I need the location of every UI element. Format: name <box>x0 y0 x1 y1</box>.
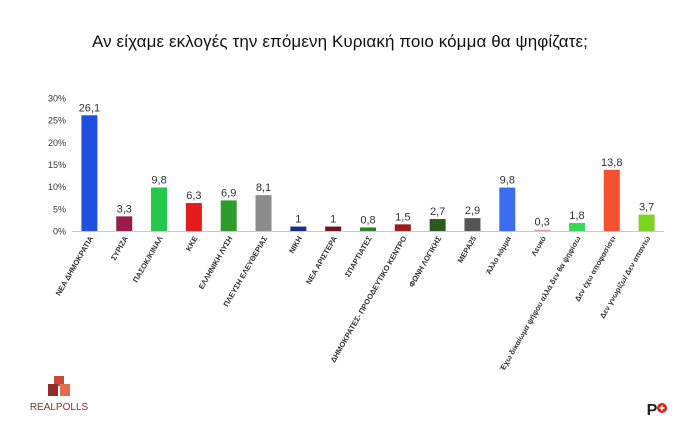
x-category-label: Λευκό <box>529 234 548 257</box>
bar-value-label: 1,5 <box>395 211 410 223</box>
x-category-label: ΝΕΑ ΑΡΙΣΤΕΡΑ <box>304 234 339 286</box>
y-tick-label: 30% <box>48 94 66 104</box>
x-category-label: ΚΚΕ <box>184 235 200 253</box>
bar-value-label: 0,8 <box>360 214 375 226</box>
bar <box>603 169 620 231</box>
bar-value-label: 26,1 <box>79 102 100 114</box>
bar-value-label: 3,7 <box>639 202 654 214</box>
x-category-label: ΜΕΡΑ25 <box>456 235 479 265</box>
bar <box>568 223 585 231</box>
x-category-label: ΝΙΚΗ <box>287 235 304 255</box>
svg-text:P: P <box>647 402 658 419</box>
y-tick-label: 15% <box>48 160 66 170</box>
bar <box>255 195 272 231</box>
chart-title: Αν είχαμε εκλογές την επόμενη Κυριακή πο… <box>91 32 589 51</box>
x-category-label: ΔΗΜΟΚΡΑΤΕΣ- ΠΡΟΟΔΕΥΤΙΚΟ ΚΕΝΤΡΟ <box>329 234 409 364</box>
bar <box>151 187 168 231</box>
realpolls-logo: REALPOLLS <box>30 376 89 413</box>
y-tick-label: 25% <box>48 116 66 126</box>
bar-value-label: 8,1 <box>256 182 271 194</box>
y-tick-label: 0% <box>53 227 66 237</box>
bar-value-label: 1 <box>295 214 301 226</box>
bar-value-label: 1 <box>330 214 336 226</box>
bar <box>360 227 376 231</box>
x-category-label: ΠΑΣΟΚ/ΚΙΝΑΛ <box>131 235 165 285</box>
x-category-label: ΣΥΡΙΖΑ <box>109 234 130 262</box>
x-category-label: Έχω δικαίωμα ψήφου αλλά δεν θα ψηφίσω <box>498 234 583 373</box>
y-tick-label: 20% <box>48 138 66 148</box>
bar-value-label: 9,8 <box>151 175 166 187</box>
bar <box>81 115 98 231</box>
x-category-label: Άλλο κόμμα <box>484 234 513 276</box>
bar <box>220 200 237 231</box>
protothema-logo: P <box>647 402 667 419</box>
bar <box>185 203 202 231</box>
bar-value-label: 2,7 <box>430 206 445 218</box>
bar <box>638 214 655 231</box>
bar <box>290 226 307 231</box>
bar-value-label: 0,3 <box>534 217 549 229</box>
bar <box>534 229 551 231</box>
bar <box>429 219 446 231</box>
bar <box>116 216 133 231</box>
bar <box>499 187 516 231</box>
bar <box>325 226 342 231</box>
bar <box>394 224 411 231</box>
bar-value-label: 9,8 <box>500 175 515 187</box>
bar-value-label: 3,3 <box>117 203 132 215</box>
bar-value-label: 6,3 <box>186 190 201 202</box>
x-category-label: ΣΠΑΡΤΙΑΤΕΣ <box>343 234 374 279</box>
bar-value-label: 13,8 <box>601 157 622 169</box>
svg-text:REALPOLLS: REALPOLLS <box>30 402 89 413</box>
x-category-label: ΝΕΑ ΔΗΜΟΚΡΑΤΙΑ <box>54 234 96 297</box>
x-category-label: ΦΩΝΗ ΛΟΓΙΚΗΣ <box>407 234 444 289</box>
x-category-label: ΕΛΛΗΝΙΚΗ ΛΥΣΗ <box>197 235 235 291</box>
bar-value-label: 2,9 <box>465 205 480 217</box>
bar-value-label: 1,8 <box>569 210 584 222</box>
bar <box>464 218 481 231</box>
y-tick-label: 10% <box>48 182 66 192</box>
y-tick-label: 5% <box>53 204 66 214</box>
bar-value-label: 6,9 <box>221 187 236 199</box>
